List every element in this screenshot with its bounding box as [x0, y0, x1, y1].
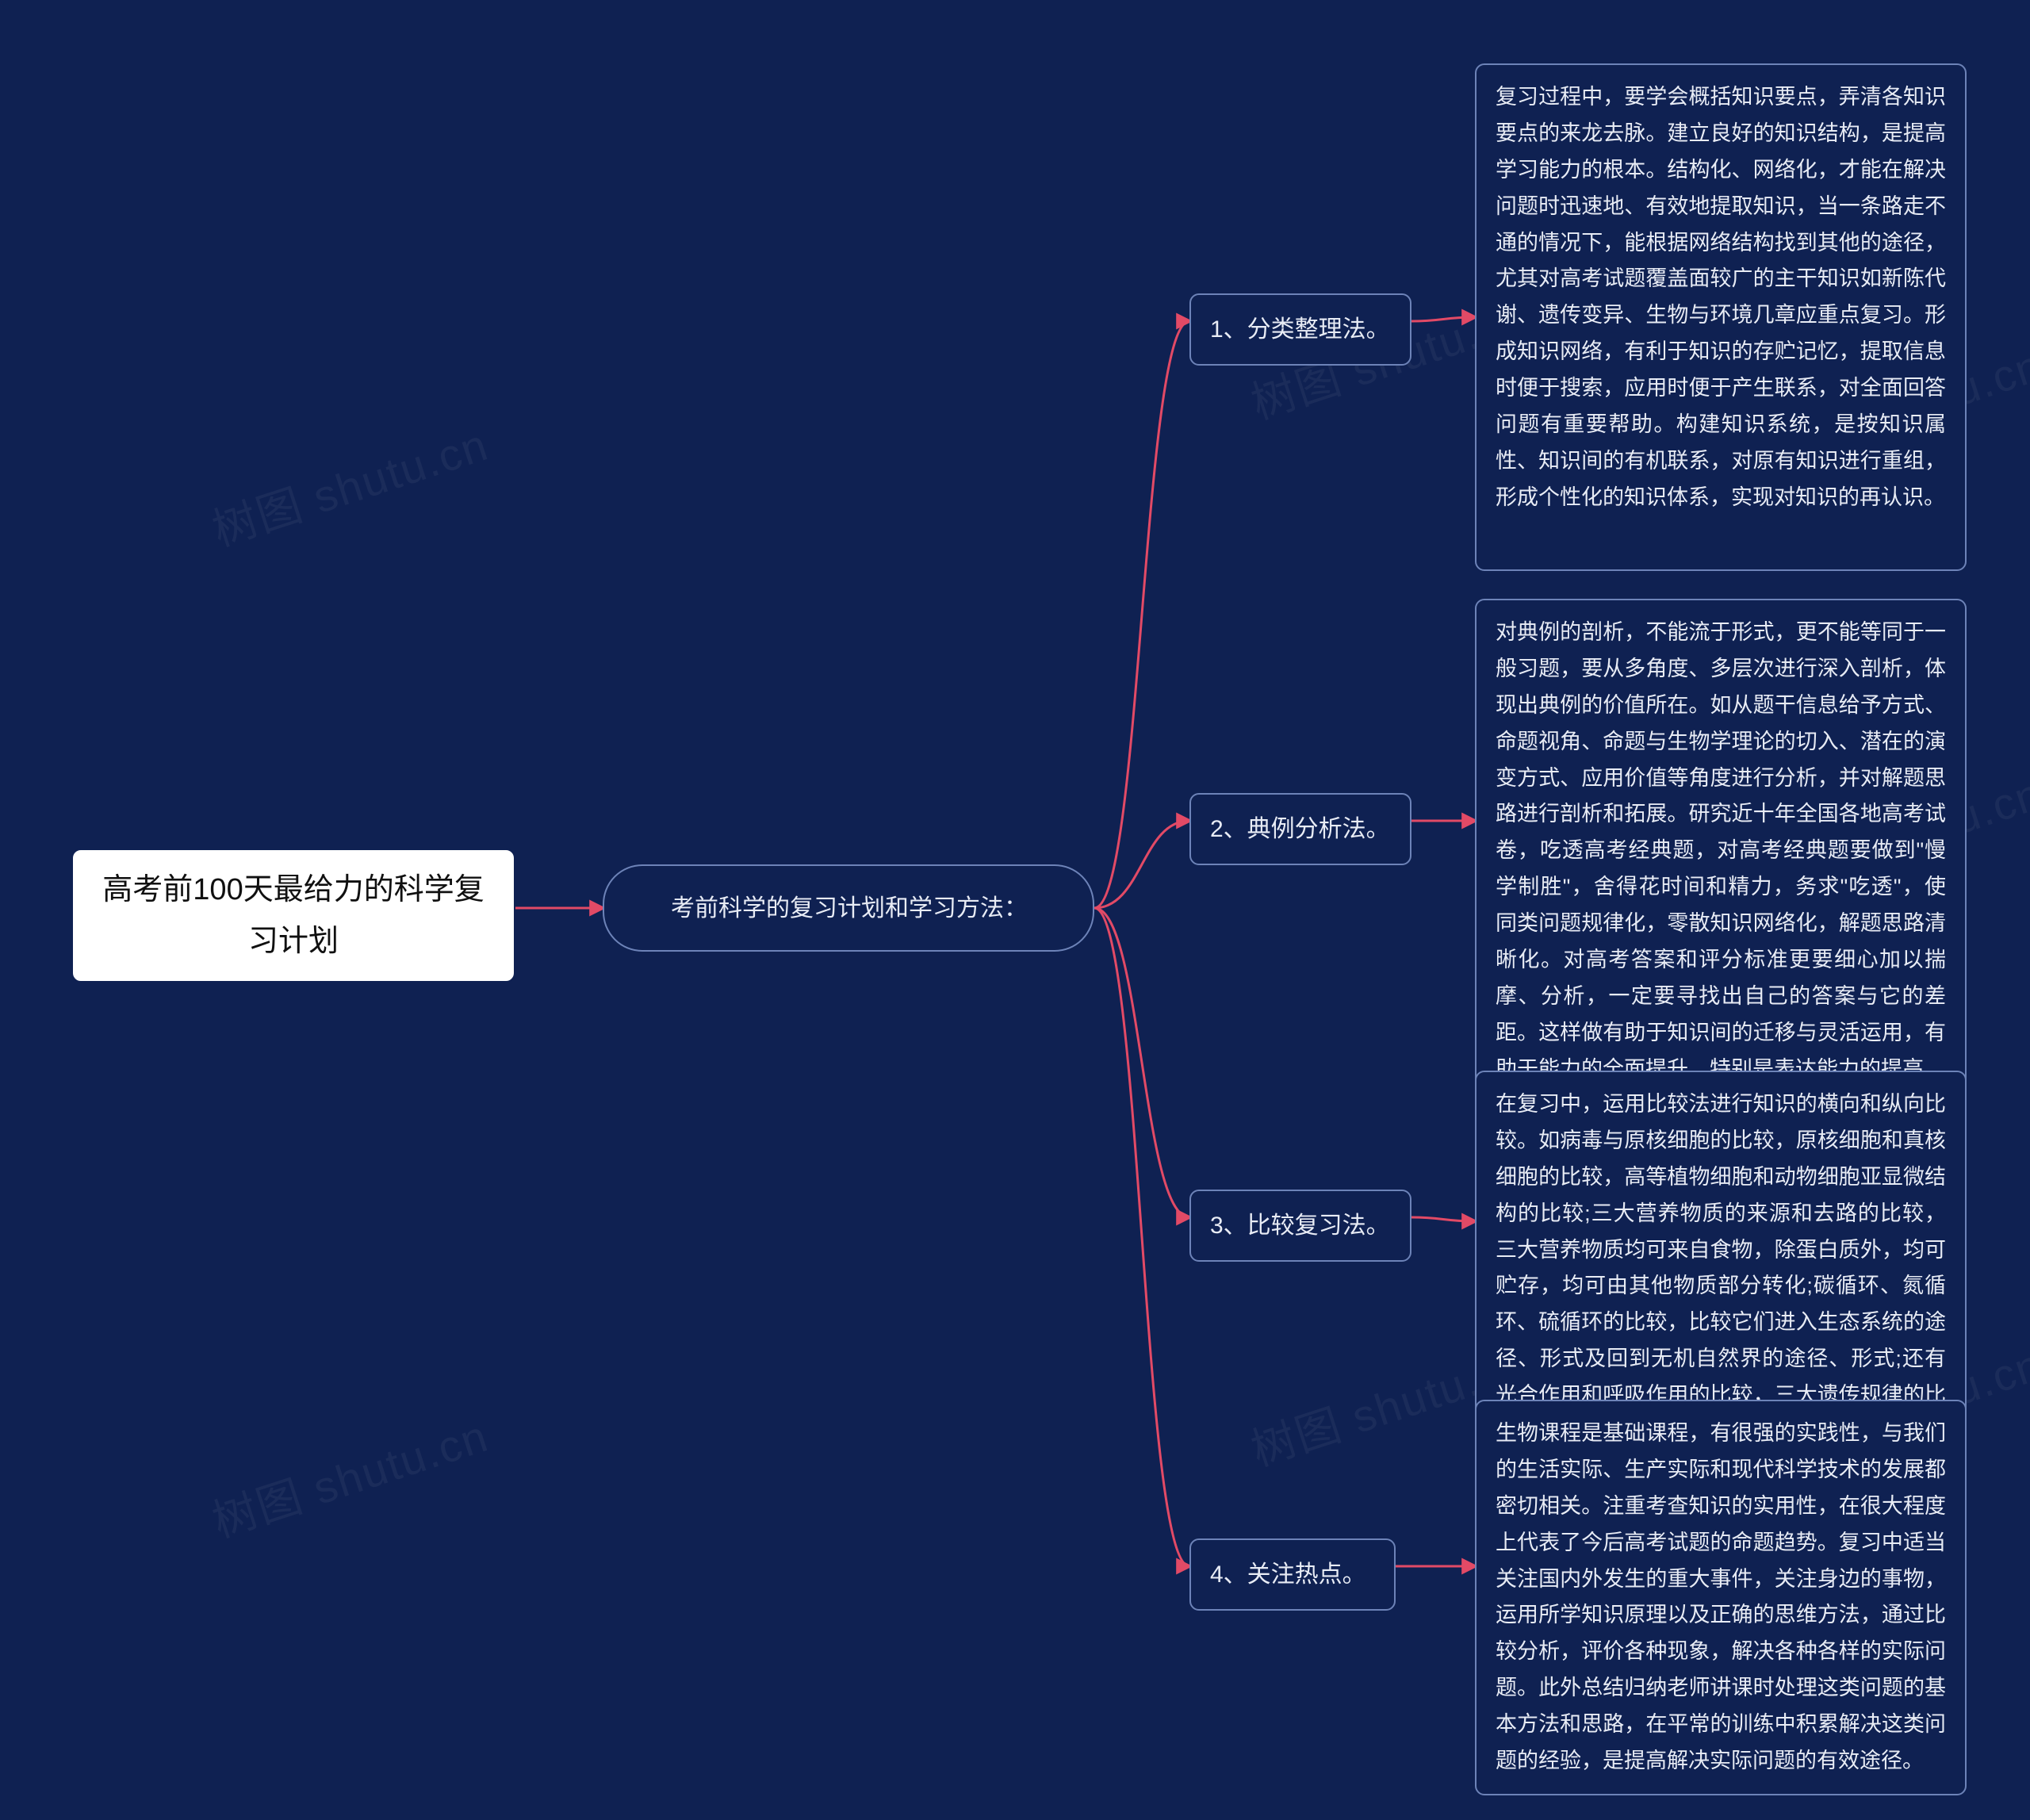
connector-level1-m4	[1094, 908, 1189, 1566]
mindmap-node-m4[interactable]: 4、关注热点。	[1189, 1538, 1396, 1611]
node-label: 3、比较复习法。	[1210, 1205, 1390, 1246]
node-label: 1、分类整理法。	[1210, 309, 1390, 350]
mindmap-node-m2[interactable]: 2、典例分析法。	[1189, 793, 1411, 865]
node-label: 生物课程是基础课程，有很强的实践性，与我们的生活实际、生产实际和现代科学技术的发…	[1496, 1416, 1946, 1780]
connector-m3-d3	[1411, 1217, 1475, 1221]
connector-m1-d1	[1411, 317, 1475, 321]
connector-level1-m2	[1094, 821, 1189, 908]
mindmap-node-d2[interactable]: 对典例的剖析，不能流于形式，更不能等同于一般习题，要从多角度、多层次进行深入剖析…	[1475, 599, 1967, 1104]
mindmap-node-m1[interactable]: 1、分类整理法。	[1189, 293, 1411, 366]
node-label: 对典例的剖析，不能流于形式，更不能等同于一般习题，要从多角度、多层次进行深入剖析…	[1496, 615, 1946, 1088]
watermark: 树图 shutu.cn	[203, 409, 496, 559]
mindmap-node-level1[interactable]: 考前科学的复习计划和学习方法：	[603, 864, 1094, 952]
mindmap-node-d1[interactable]: 复习过程中，要学会概括知识要点，弄清各知识要点的来龙去脉。建立良好的知识结构，是…	[1475, 63, 1967, 571]
mindmap-canvas: 树图 shutu.cn树图 shutu.cn树图 shutu.cn树图 shut…	[0, 0, 2030, 1820]
watermark: 树图 shutu.cn	[203, 1400, 496, 1550]
node-label: 高考前100天最给力的科学复习计划	[92, 864, 495, 967]
node-label: 4、关注热点。	[1210, 1554, 1366, 1595]
connector-level1-m1	[1094, 321, 1189, 908]
mindmap-node-d4[interactable]: 生物课程是基础课程，有很强的实践性，与我们的生活实际、生产实际和现代科学技术的发…	[1475, 1400, 1967, 1795]
node-label: 在复习中，运用比较法进行知识的横向和纵向比较。如病毒与原核细胞的比较，原核细胞和…	[1496, 1086, 1946, 1450]
node-label: 2、典例分析法。	[1210, 809, 1390, 849]
mindmap-node-m3[interactable]: 3、比较复习法。	[1189, 1190, 1411, 1262]
node-label: 考前科学的复习计划和学习方法：	[623, 888, 1028, 929]
mindmap-node-root[interactable]: 高考前100天最给力的科学复习计划	[71, 849, 515, 983]
node-label: 复习过程中，要学会概括知识要点，弄清各知识要点的来龙去脉。建立良好的知识结构，是…	[1496, 79, 1946, 516]
connector-level1-m3	[1094, 908, 1189, 1217]
